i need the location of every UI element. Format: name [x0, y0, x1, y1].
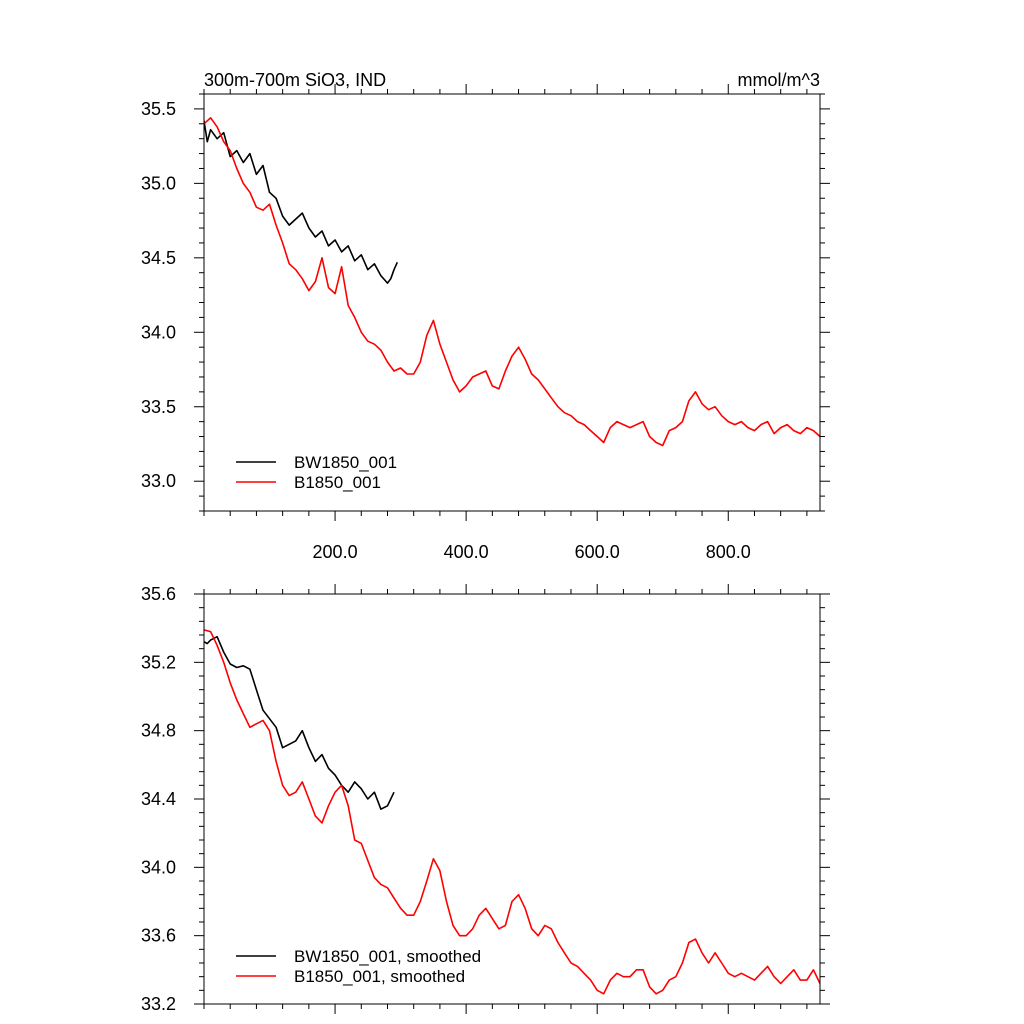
top-panel: 300m-700m SiO3, IND mmol/m^3 33.0 33.5 34.…: [141, 70, 830, 562]
top-tick-marks: [194, 84, 830, 521]
top-x-tick-labels: 200.0 400.0 600.0 800.0: [313, 542, 751, 562]
bottom-y-tick-label: 33.2: [141, 994, 176, 1014]
units-label: mmol/m^3: [738, 70, 820, 90]
bottom-legend-label-1: BW1850_001, smoothed: [294, 947, 481, 966]
bottom-y-tick-label: 35.2: [141, 652, 176, 672]
bottom-series-line-1: [204, 635, 395, 810]
top-y-tick-label: 34.0: [141, 322, 176, 342]
bottom-y-tick-labels: 33.2 33.6 34.0 34.4 34.8 35.2 35.6: [141, 584, 176, 1014]
top-y-tick-labels: 33.0 33.5 34.0 34.5 35.0 35.5: [141, 99, 176, 491]
bottom-legend-label-2: B1850_001, smoothed: [294, 967, 465, 986]
bottom-panel: 33.2 33.6 34.0 34.4 34.8 35.2 35.6 BW1850_001,…: [141, 584, 830, 1014]
top-y-tick-label: 35.5: [141, 99, 176, 119]
top-series-group: [204, 117, 820, 447]
top-x-tick-label: 800.0: [706, 542, 751, 562]
bottom-y-tick-label: 33.6: [141, 926, 176, 946]
bottom-y-tick-label: 34.4: [141, 789, 176, 809]
top-legend-label-1: BW1850_001: [294, 453, 397, 472]
top-series-line-2: [204, 117, 820, 447]
bottom-y-tick-label: 34.8: [141, 721, 176, 741]
top-x-tick-label: 400.0: [444, 542, 489, 562]
chart-title: 300m-700m SiO3, IND: [204, 70, 386, 90]
top-y-tick-label: 34.5: [141, 248, 176, 268]
top-x-tick-label: 200.0: [313, 542, 358, 562]
top-series-line-1: [204, 120, 399, 284]
bottom-y-tick-label: 34.0: [141, 857, 176, 877]
bottom-series-line-2: [204, 629, 820, 995]
top-y-tick-label: 35.0: [141, 173, 176, 193]
top-plot-frame: [203, 93, 821, 512]
top-y-tick-label: 33.5: [141, 397, 176, 417]
top-legend-label-2: B1850_001: [294, 473, 381, 492]
bottom-y-tick-label: 35.6: [141, 584, 176, 604]
bottom-plot-frame: [203, 593, 821, 1005]
bottom-series-group: [204, 629, 820, 995]
top-x-tick-label: 600.0: [575, 542, 620, 562]
bottom-tick-marks: [194, 584, 830, 1014]
top-y-tick-label: 33.0: [141, 471, 176, 491]
